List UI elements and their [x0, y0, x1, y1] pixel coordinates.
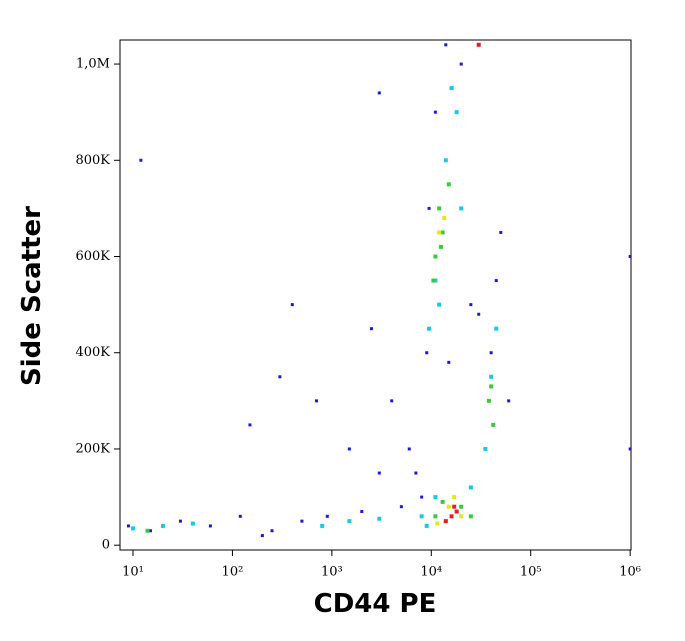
x-tick-label: 10⁶ — [619, 565, 641, 580]
point — [489, 374, 494, 379]
point — [407, 447, 411, 451]
x-tick-label: 10⁵ — [520, 565, 542, 580]
point — [486, 398, 491, 403]
point — [390, 399, 394, 403]
point — [628, 447, 632, 451]
point — [446, 182, 451, 187]
point — [449, 514, 454, 519]
point — [347, 519, 352, 524]
point — [494, 279, 498, 283]
point — [369, 327, 373, 331]
point — [477, 312, 481, 316]
point — [377, 471, 381, 475]
point — [444, 43, 448, 47]
y-axis-label: Side Scatter — [17, 206, 47, 386]
point — [419, 514, 424, 519]
point — [459, 62, 463, 66]
point — [499, 230, 503, 234]
point — [160, 523, 165, 528]
point — [437, 302, 442, 307]
point — [433, 254, 438, 259]
x-tick-label: 10³ — [321, 565, 343, 580]
point — [238, 514, 242, 518]
point — [459, 514, 464, 519]
point — [131, 526, 136, 531]
point — [447, 360, 451, 364]
point — [489, 351, 493, 355]
point — [377, 91, 381, 95]
point — [452, 504, 457, 509]
x-tick-label: 10² — [222, 565, 244, 580]
point — [494, 326, 499, 331]
point — [476, 42, 481, 47]
point — [126, 524, 130, 528]
point — [443, 519, 448, 524]
point — [489, 384, 494, 389]
point — [440, 230, 445, 235]
point — [437, 206, 442, 211]
x-tick-label: 10¹ — [122, 565, 144, 580]
point — [459, 504, 464, 509]
point — [454, 509, 459, 514]
point — [431, 278, 436, 283]
point — [435, 521, 440, 526]
point — [433, 110, 437, 114]
x-axis-label: CD44 PE — [314, 589, 437, 619]
point — [433, 514, 438, 519]
x-tick-label: 10⁴ — [420, 565, 442, 580]
point — [437, 230, 442, 235]
point — [468, 514, 473, 519]
point — [507, 399, 511, 403]
point — [459, 206, 464, 211]
point — [399, 505, 403, 509]
point — [190, 521, 195, 526]
point — [270, 529, 274, 533]
point — [149, 529, 153, 533]
point — [452, 495, 457, 500]
point — [414, 471, 418, 475]
point — [300, 519, 304, 523]
point — [347, 447, 351, 451]
point — [145, 528, 150, 533]
point — [290, 303, 294, 307]
y-tick-label: 400K — [75, 345, 110, 360]
point — [208, 524, 212, 528]
point — [433, 495, 438, 500]
y-tick-label: 600K — [75, 249, 110, 264]
point — [449, 86, 454, 91]
point — [628, 255, 632, 259]
y-tick-label: 200K — [75, 441, 110, 456]
point — [377, 516, 382, 521]
point — [420, 495, 424, 499]
point — [446, 504, 451, 509]
point — [440, 499, 445, 504]
point — [278, 375, 282, 379]
y-tick-label: 800K — [75, 153, 110, 168]
point — [314, 399, 318, 403]
point — [427, 326, 432, 331]
point — [468, 485, 473, 490]
point — [320, 523, 325, 528]
point — [425, 351, 429, 355]
point — [360, 510, 364, 514]
point — [442, 216, 447, 221]
point — [483, 446, 488, 451]
point — [427, 206, 431, 210]
point — [139, 158, 143, 162]
point — [438, 244, 443, 249]
y-tick-label: 1,0M — [76, 57, 110, 72]
point — [178, 519, 182, 523]
point — [248, 423, 252, 427]
point — [454, 110, 459, 115]
point — [433, 278, 438, 283]
point — [325, 514, 329, 518]
point — [260, 534, 264, 538]
point — [443, 158, 448, 163]
point — [491, 422, 496, 427]
point — [469, 303, 473, 307]
point — [424, 523, 429, 528]
y-tick-label: 0 — [102, 538, 110, 553]
plot-frame — [119, 39, 632, 551]
